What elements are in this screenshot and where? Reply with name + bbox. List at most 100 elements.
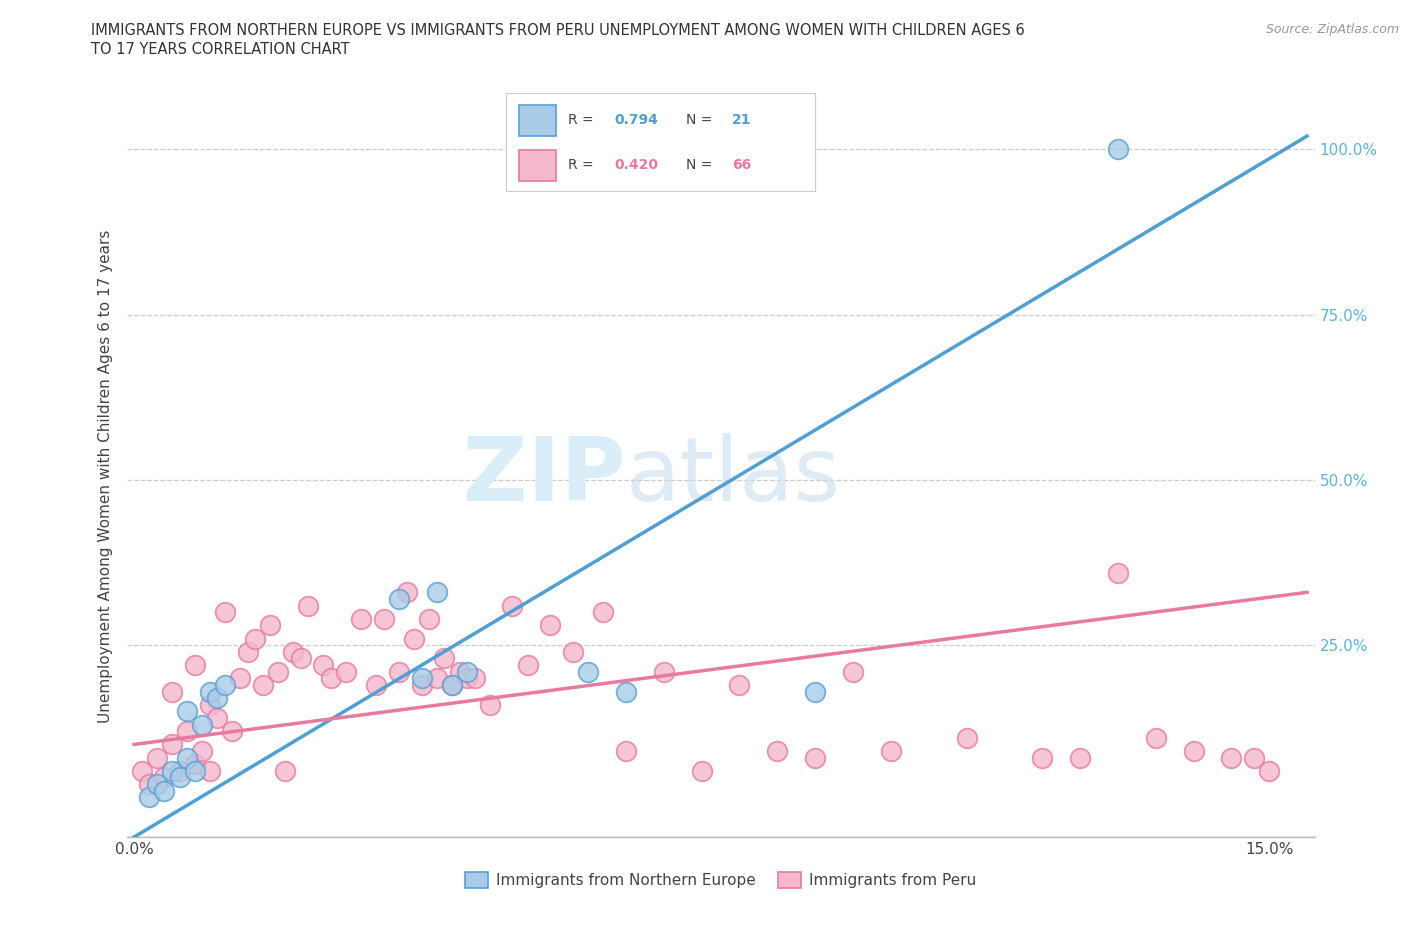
- Point: [614, 684, 637, 699]
- Point: [614, 744, 637, 759]
- Text: N =: N =: [686, 158, 716, 172]
- Text: 0.420: 0.420: [614, 158, 658, 172]
- Point: [214, 604, 236, 619]
- Point: [456, 664, 478, 679]
- Point: [146, 751, 169, 765]
- Point: [183, 658, 205, 672]
- Point: [176, 751, 198, 765]
- FancyBboxPatch shape: [519, 150, 555, 180]
- Point: [842, 664, 865, 679]
- Point: [1031, 751, 1053, 765]
- Point: [804, 684, 827, 699]
- Point: [766, 744, 789, 759]
- Point: [562, 644, 585, 659]
- Point: [198, 684, 221, 699]
- Point: [395, 585, 418, 600]
- Point: [131, 764, 153, 778]
- Point: [440, 677, 463, 692]
- Point: [183, 764, 205, 778]
- Point: [335, 664, 357, 679]
- Point: [221, 724, 243, 738]
- Text: R =: R =: [568, 158, 598, 172]
- Point: [449, 664, 471, 679]
- Point: [297, 598, 319, 613]
- Point: [176, 724, 198, 738]
- Point: [176, 704, 198, 719]
- Point: [1182, 744, 1205, 759]
- Point: [426, 671, 449, 685]
- Text: ZIP: ZIP: [463, 433, 626, 520]
- Point: [214, 677, 236, 692]
- Point: [592, 604, 614, 619]
- Point: [388, 591, 411, 606]
- Point: [501, 598, 523, 613]
- Point: [236, 644, 259, 659]
- Point: [153, 770, 176, 785]
- Point: [464, 671, 486, 685]
- Point: [160, 684, 183, 699]
- Point: [319, 671, 342, 685]
- Point: [243, 631, 266, 646]
- Point: [456, 671, 478, 685]
- Point: [290, 651, 312, 666]
- Point: [169, 770, 191, 785]
- Point: [350, 611, 373, 626]
- Point: [426, 585, 449, 600]
- Point: [207, 711, 229, 725]
- Point: [183, 757, 205, 772]
- Point: [259, 618, 281, 632]
- Point: [207, 691, 229, 706]
- Point: [160, 764, 183, 778]
- Point: [138, 790, 160, 804]
- Text: 0.794: 0.794: [614, 113, 658, 127]
- Point: [880, 744, 903, 759]
- Legend: Immigrants from Northern Europe, Immigrants from Peru: Immigrants from Northern Europe, Immigra…: [458, 866, 983, 895]
- Point: [404, 631, 426, 646]
- Point: [198, 764, 221, 778]
- Point: [1243, 751, 1265, 765]
- Point: [229, 671, 252, 685]
- Text: atlas: atlas: [626, 433, 841, 520]
- Point: [146, 777, 169, 791]
- Point: [418, 611, 440, 626]
- Point: [440, 677, 463, 692]
- Point: [388, 664, 411, 679]
- Text: TO 17 YEARS CORRELATION CHART: TO 17 YEARS CORRELATION CHART: [91, 42, 350, 57]
- Text: 21: 21: [733, 113, 751, 127]
- Point: [312, 658, 335, 672]
- Point: [516, 658, 538, 672]
- Point: [728, 677, 751, 692]
- Point: [373, 611, 395, 626]
- Point: [1258, 764, 1281, 778]
- Point: [1069, 751, 1091, 765]
- Y-axis label: Unemployment Among Women with Children Ages 6 to 17 years: Unemployment Among Women with Children A…: [98, 230, 114, 724]
- FancyBboxPatch shape: [519, 105, 555, 136]
- Point: [411, 671, 433, 685]
- Point: [153, 783, 176, 798]
- Text: N =: N =: [686, 113, 716, 127]
- Point: [267, 664, 290, 679]
- Point: [281, 644, 304, 659]
- Point: [198, 698, 221, 712]
- Point: [169, 764, 191, 778]
- Point: [478, 698, 501, 712]
- Point: [1107, 142, 1129, 157]
- Point: [1220, 751, 1243, 765]
- Point: [191, 717, 214, 732]
- Text: IMMIGRANTS FROM NORTHERN EUROPE VS IMMIGRANTS FROM PERU UNEMPLOYMENT AMONG WOMEN: IMMIGRANTS FROM NORTHERN EUROPE VS IMMIG…: [91, 23, 1025, 38]
- Text: 66: 66: [733, 158, 751, 172]
- Point: [191, 744, 214, 759]
- Point: [138, 777, 160, 791]
- Point: [576, 664, 599, 679]
- Point: [252, 677, 274, 692]
- Point: [652, 664, 675, 679]
- Point: [690, 764, 713, 778]
- Point: [160, 737, 183, 751]
- Point: [804, 751, 827, 765]
- Point: [366, 677, 388, 692]
- Point: [433, 651, 456, 666]
- Text: R =: R =: [568, 113, 598, 127]
- Point: [274, 764, 297, 778]
- Point: [538, 618, 561, 632]
- Text: Source: ZipAtlas.com: Source: ZipAtlas.com: [1265, 23, 1399, 36]
